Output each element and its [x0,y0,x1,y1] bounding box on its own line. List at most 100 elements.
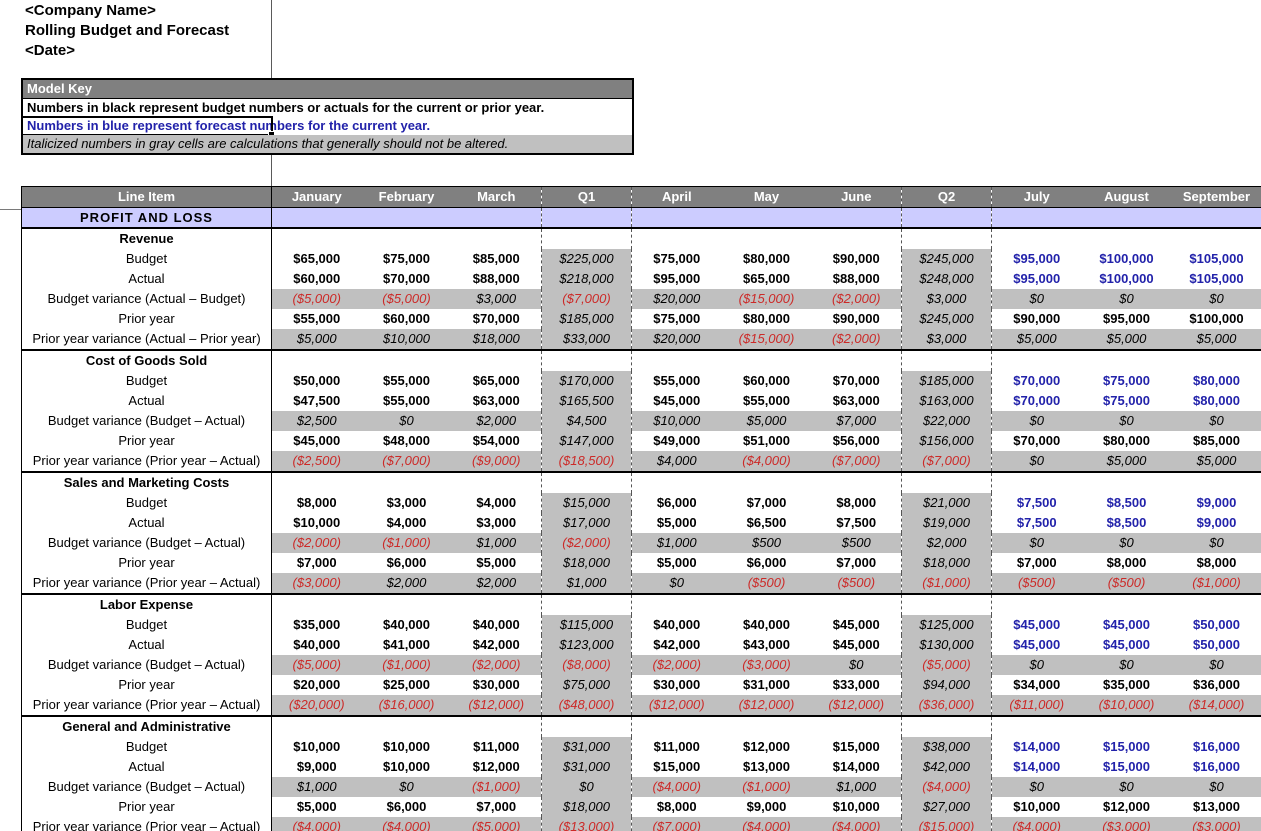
value-cell[interactable]: $60,000 [293,271,341,286]
column-header-july[interactable]: July [991,186,1082,208]
section-spacer-cell[interactable] [1171,349,1261,371]
value-cell[interactable]: $3,000 [386,495,427,510]
value-cell[interactable]: $27,000 [901,797,992,817]
value-cell[interactable]: $90,000 [832,311,880,326]
value-cell[interactable]: $7,000 [746,495,787,510]
value-cell[interactable]: $88,000 [832,271,880,286]
value-cell[interactable]: $31,000 [743,677,790,692]
value-cell[interactable]: $35,000 [293,617,341,632]
column-header-q1[interactable]: Q1 [541,186,632,208]
value-cell[interactable]: ($7,000) [811,451,902,472]
value-cell[interactable]: $125,000 [901,615,992,635]
value-cell[interactable]: $14,000 [832,759,880,774]
value-cell[interactable]: $5,000 [656,555,697,570]
value-cell[interactable]: $22,000 [901,411,992,431]
value-cell[interactable]: ($4,000) [721,817,812,831]
value-cell[interactable]: $0 [991,533,1082,553]
value-cell[interactable]: ($18,500) [541,451,632,472]
value-cell[interactable]: $55,000 [383,393,430,408]
value-cell[interactable]: $0 [1171,411,1261,431]
value-cell[interactable]: $0 [811,655,902,675]
active-cell-selection[interactable] [21,116,275,138]
group-band-cell[interactable] [361,207,452,229]
value-cell[interactable]: $1,000 [811,777,902,797]
value-cell[interactable]: ($14,000) [1171,695,1261,716]
section-spacer-cell[interactable] [541,715,632,737]
value-cell[interactable]: $5,000 [1081,451,1172,472]
value-cell[interactable]: ($1,000) [361,533,452,553]
row-label[interactable]: Prior year variance (Prior year – Actual… [21,695,272,716]
section-spacer-cell[interactable] [811,227,902,249]
value-cell[interactable]: $45,000 [653,393,701,408]
value-cell[interactable]: $100,000 [1099,271,1154,286]
row-label[interactable]: Actual [21,391,272,411]
value-cell[interactable]: $50,000 [1193,617,1240,632]
value-cell[interactable]: $35,000 [1103,677,1150,692]
value-cell[interactable]: $18,000 [541,797,632,817]
value-cell[interactable]: ($12,000) [721,695,812,716]
row-label[interactable]: Actual [21,635,272,655]
value-cell[interactable]: $13,000 [1193,799,1240,814]
value-cell[interactable]: $7,000 [836,555,877,570]
value-cell[interactable]: $55,000 [293,311,341,326]
section-spacer-cell[interactable] [361,349,452,371]
section-spacer-cell[interactable] [451,349,542,371]
value-cell[interactable]: $75,000 [383,251,430,266]
section-spacer-cell[interactable] [1171,593,1261,615]
column-header-may[interactable]: May [721,186,812,208]
value-cell[interactable]: $80,000 [743,311,790,326]
value-cell[interactable]: $0 [1171,655,1261,675]
value-cell[interactable]: $40,000 [293,637,341,652]
value-cell[interactable]: $63,000 [472,393,520,408]
value-cell[interactable]: $105,000 [1189,271,1244,286]
section-spacer-cell[interactable] [811,349,902,371]
section-name-cell[interactable]: Revenue [21,227,272,249]
value-cell[interactable]: $70,000 [1013,393,1061,408]
section-spacer-cell[interactable] [631,227,722,249]
value-cell[interactable]: $33,000 [541,329,632,350]
value-cell[interactable]: $45,000 [1013,617,1061,632]
value-cell[interactable]: $163,000 [901,391,992,411]
value-cell[interactable]: ($11,000) [991,695,1082,716]
value-cell[interactable]: ($4,000) [901,777,992,797]
value-cell[interactable]: ($2,000) [451,655,542,675]
row-label[interactable]: Budget variance (Budget – Actual) [21,411,272,431]
value-cell[interactable]: ($5,000) [451,817,542,831]
section-spacer-cell[interactable] [721,349,812,371]
section-spacer-cell[interactable] [1081,715,1172,737]
value-cell[interactable]: $70,000 [832,373,880,388]
value-cell[interactable]: ($20,000) [271,695,362,716]
value-cell[interactable]: ($500) [721,573,812,594]
value-cell[interactable]: $75,000 [1103,373,1150,388]
value-cell[interactable]: ($4,000) [721,451,812,472]
value-cell[interactable]: $165,500 [541,391,632,411]
value-cell[interactable]: $19,000 [901,513,992,533]
value-cell[interactable]: $0 [1081,411,1172,431]
value-cell[interactable]: $5,000 [656,515,697,530]
value-cell[interactable]: $1,000 [451,533,542,553]
value-cell[interactable]: $8,000 [1196,555,1237,570]
value-cell[interactable]: $1,000 [271,777,362,797]
row-label[interactable]: Budget [21,493,272,513]
value-cell[interactable]: $0 [1081,533,1172,553]
value-cell[interactable]: $0 [991,451,1082,472]
value-cell[interactable]: ($4,000) [631,777,722,797]
section-spacer-cell[interactable] [271,715,362,737]
row-label[interactable]: Prior year [21,431,272,451]
value-cell[interactable]: $88,000 [472,271,520,286]
value-cell[interactable]: $5,000 [296,799,337,814]
value-cell[interactable]: $20,000 [631,289,722,309]
value-cell[interactable]: $15,000 [653,759,701,774]
value-cell[interactable]: $80,000 [743,251,790,266]
value-cell[interactable]: $0 [541,777,632,797]
value-cell[interactable]: $42,000 [901,757,992,777]
value-cell[interactable]: $7,000 [1016,555,1057,570]
row-label[interactable]: Budget variance (Budget – Actual) [21,777,272,797]
section-spacer-cell[interactable] [631,471,722,493]
value-cell[interactable]: $85,000 [1193,433,1240,448]
section-name-cell[interactable]: General and Administrative [21,715,272,737]
value-cell[interactable]: $75,000 [653,311,701,326]
value-cell[interactable]: ($3,000) [721,655,812,675]
section-spacer-cell[interactable] [451,227,542,249]
section-name-cell[interactable]: Labor Expense [21,593,272,615]
